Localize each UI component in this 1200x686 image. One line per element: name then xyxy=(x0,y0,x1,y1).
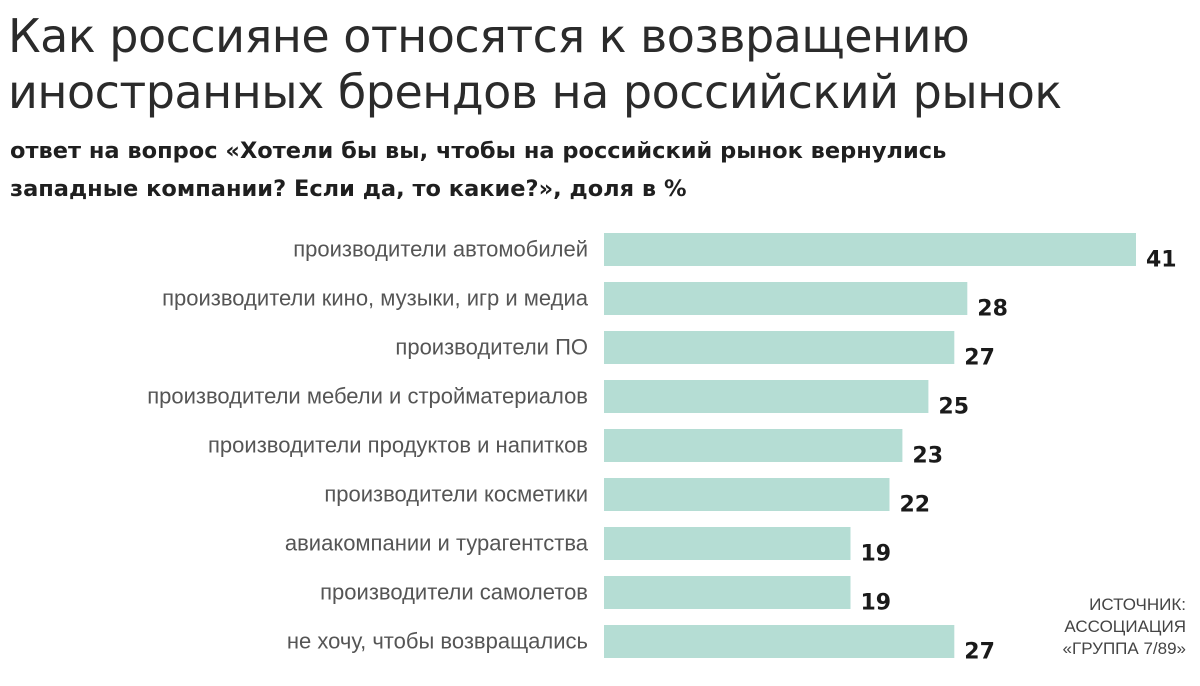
bar-row: не хочу, чтобы возвращались 27 xyxy=(287,625,995,665)
bar xyxy=(604,380,929,413)
value-label: 28 xyxy=(977,297,1008,322)
value-label: 25 xyxy=(938,395,969,420)
chart-title-line-1: Как россияне относятся к возвращению xyxy=(8,9,970,63)
category-label: производители самолетов xyxy=(320,580,588,605)
bar-row: производители автомобилей 41 xyxy=(293,233,1177,273)
source-line-3: «ГРУППА 7/89» xyxy=(1062,639,1186,658)
category-label: не хочу, чтобы возвращались xyxy=(287,629,588,654)
bar-row: производители самолетов 19 xyxy=(320,576,891,616)
category-label: производители ПО xyxy=(395,335,588,360)
source-line-2: АССОЦИАЦИЯ xyxy=(1064,617,1186,636)
bar xyxy=(604,282,968,315)
value-label: 27 xyxy=(964,640,995,665)
bar xyxy=(604,576,851,609)
value-label: 27 xyxy=(964,346,995,371)
category-label: производители продуктов и напитков xyxy=(208,433,588,458)
bar-row: производители продуктов и напитков 23 xyxy=(208,429,943,469)
source-note: ИСТОЧНИК: АССОЦИАЦИЯ «ГРУППА 7/89» xyxy=(1006,594,1186,660)
source-line-1: ИСТОЧНИК: xyxy=(1089,595,1186,614)
chart-title-line-2: иностранных брендов на российский рынок xyxy=(8,65,1062,119)
value-label: 19 xyxy=(861,591,892,616)
category-label: производители мебели и стройматериалов xyxy=(147,384,588,409)
bar-row: производители кино, музыки, игр и медиа 2… xyxy=(162,282,1008,322)
value-label: 41 xyxy=(1146,248,1177,273)
bar xyxy=(604,527,851,560)
bar-row: производители косметики 22 xyxy=(324,478,930,518)
bar xyxy=(604,478,890,511)
bar-row: производители ПО 27 xyxy=(395,331,995,371)
value-label: 22 xyxy=(900,493,931,518)
bar-row: авиакомпании и турагентства 19 xyxy=(285,527,891,567)
category-label: авиакомпании и турагентства xyxy=(285,531,589,556)
chart-subtitle-line-1: ответ на вопрос «Хотели бы вы, чтобы на … xyxy=(10,138,947,164)
bar xyxy=(604,429,903,462)
category-label: производители автомобилей xyxy=(293,237,588,262)
bars-group: производители автомобилей 41производители… xyxy=(147,233,1177,665)
chart-subtitle: ответ на вопрос «Хотели бы вы, чтобы на … xyxy=(10,132,1190,208)
bar-row: производители мебели и стройматериалов 25 xyxy=(147,380,969,420)
value-label: 23 xyxy=(912,444,943,469)
category-label: производители косметики xyxy=(324,482,588,507)
value-label: 19 xyxy=(861,542,892,567)
bar xyxy=(604,331,955,364)
chart-title: Как россияне относятся к возвращению ино… xyxy=(8,8,1188,120)
bar xyxy=(604,625,955,658)
category-label: производители кино, музыки, игр и медиа xyxy=(162,286,589,311)
bar xyxy=(604,233,1136,266)
chart-subtitle-line-2: западные компании? Если да, то какие?», … xyxy=(10,176,687,202)
